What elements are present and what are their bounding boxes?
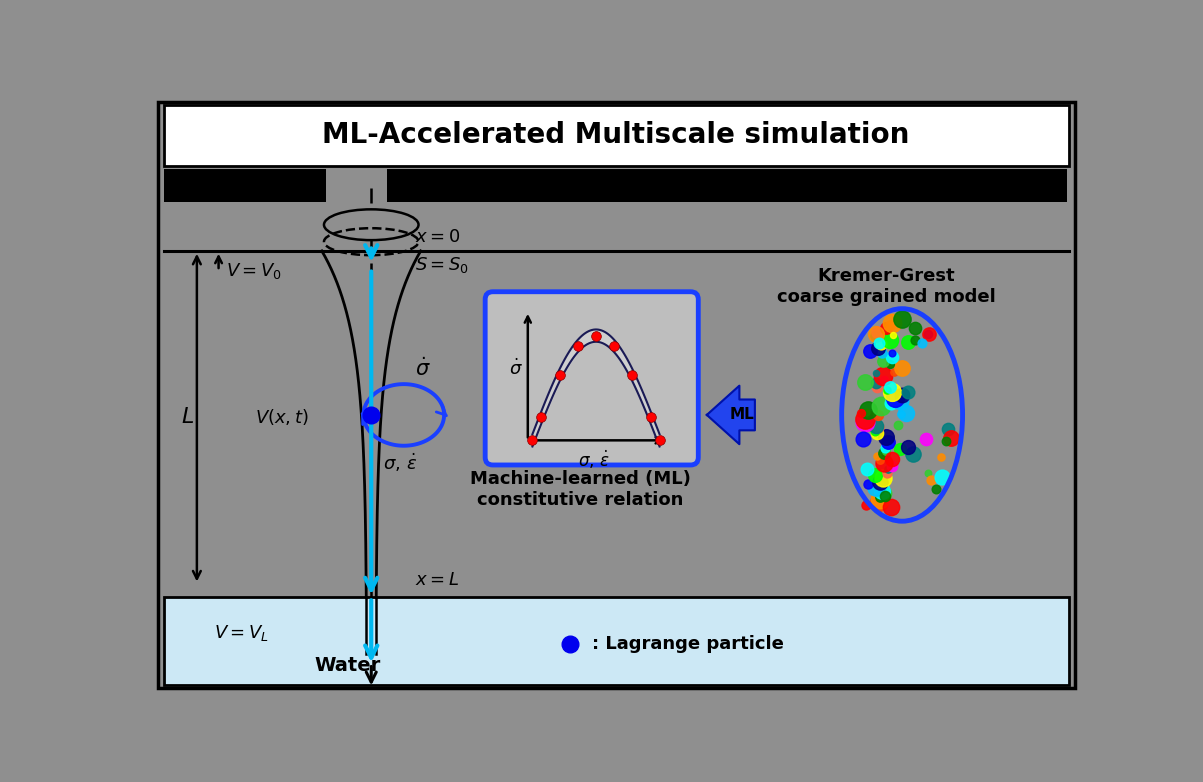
Text: $L$: $L$	[180, 407, 194, 427]
FancyBboxPatch shape	[485, 292, 698, 465]
Text: $V=V_L$: $V=V_L$	[214, 622, 269, 643]
Text: ML: ML	[730, 407, 754, 422]
Text: $x=0$: $x=0$	[415, 228, 461, 246]
Text: $\sigma,\,\dot{\varepsilon}$: $\sigma,\,\dot{\varepsilon}$	[579, 450, 611, 472]
Text: Water: Water	[315, 655, 381, 675]
Bar	[165, 105, 1068, 167]
Text: $\dot{\sigma}$: $\dot{\sigma}$	[509, 359, 522, 379]
Bar	[165, 597, 1068, 685]
Text: $x=L$: $x=L$	[415, 572, 460, 590]
Text: ML-Accelerated Multiscale simulation: ML-Accelerated Multiscale simulation	[322, 121, 909, 149]
Text: : Lagrange particle: : Lagrange particle	[592, 635, 784, 653]
Polygon shape	[707, 386, 754, 444]
Bar	[165, 169, 326, 202]
Text: $V(x,t)$: $V(x,t)$	[255, 407, 309, 427]
Bar	[386, 169, 1067, 202]
Text: Machine-learned (ML)
constitutive relation: Machine-learned (ML) constitutive relati…	[470, 470, 691, 509]
Text: $\dot{\sigma}$: $\dot{\sigma}$	[415, 357, 431, 380]
Text: $V=V_0$: $V=V_0$	[226, 261, 283, 281]
Ellipse shape	[324, 210, 419, 240]
Text: $\sigma,\,\dot{\varepsilon}$: $\sigma,\,\dot{\varepsilon}$	[383, 451, 417, 474]
Text: $S=S_0$: $S=S_0$	[415, 255, 469, 274]
Text: Kremer-Grest
coarse grained model: Kremer-Grest coarse grained model	[777, 267, 996, 306]
